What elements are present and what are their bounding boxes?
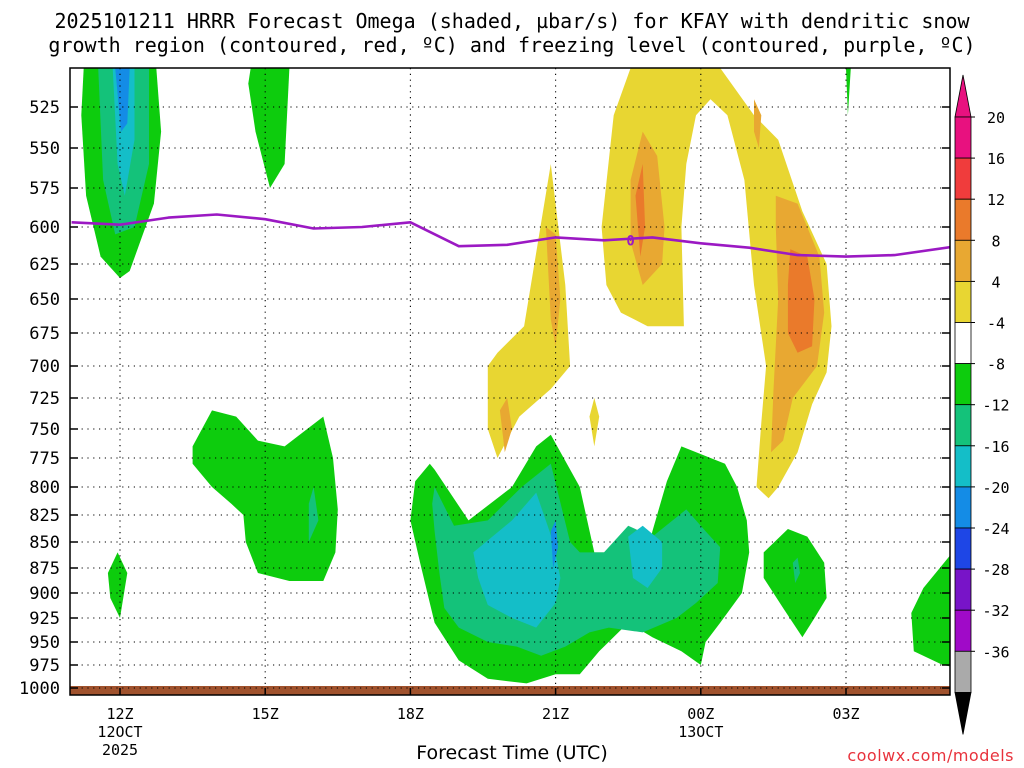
x-tick-sublabel: 2025 (102, 741, 138, 759)
colorbar-bin (954, 363, 972, 406)
colorbar-bin (954, 445, 972, 488)
colorbar-bin-top (954, 74, 972, 118)
colorbar-bin-bottom (954, 692, 972, 735)
colorbar-label: 12 (987, 191, 1005, 209)
region-rise-21z-spot (589, 398, 600, 447)
y-tick-label: 850 (29, 533, 60, 553)
colorbar-bin (954, 486, 972, 529)
colorbar-bin (954, 404, 972, 447)
region-rise-22z-orange (635, 164, 646, 257)
region-sink-15z-mid (192, 410, 338, 581)
y-tick-label: 775 (29, 449, 60, 469)
y-tick-label: 800 (29, 478, 60, 498)
region-sink-nw-blue (115, 68, 130, 132)
chart-title-line-2: growth region (contoured, red, ºC) and f… (48, 33, 976, 57)
y-tick-label: 750 (29, 420, 60, 440)
colorbar-label: -4 (987, 315, 1005, 333)
x-tick-label: 18Z (397, 705, 424, 723)
credit-link[interactable]: coolwx.com/models (847, 746, 1014, 765)
colorbar-label: 4 (991, 273, 1000, 291)
colorbar-bin (954, 116, 972, 159)
y-tick-label: 550 (29, 139, 60, 159)
x-tick-sublabel: 12OCT (97, 723, 142, 741)
region-rise-00z-top-gold (754, 99, 762, 148)
region-rise-18z-gold (499, 398, 512, 453)
colorbar-label: -12 (982, 397, 1009, 415)
y-tick-label: 875 (29, 559, 60, 579)
y-axis: 525 550 575 600 625 650 675 700 725 750 775 800 825 8… (19, 98, 950, 699)
freezing-level-label: 0 (626, 233, 634, 249)
colorbar-bin (954, 239, 972, 282)
x-tick-label: 21Z (542, 705, 569, 723)
colorbar-label: -8 (987, 356, 1005, 374)
y-tick-label: 900 (29, 584, 60, 604)
x-axis-label: Forecast Time (UTC) (416, 742, 608, 764)
colorbar-label: -16 (982, 438, 1009, 456)
x-tick-sublabel: 13OCT (678, 723, 723, 741)
region-rise-01z-orange (787, 249, 815, 353)
region-sink-20z-blue (550, 520, 558, 568)
x-tick-label: 15Z (252, 705, 279, 723)
colorbar-bin (954, 609, 972, 652)
freezing-level-contour: 0 (71, 213, 950, 258)
y-tick-label: 575 (29, 179, 60, 199)
colorbar-bin (954, 198, 972, 241)
grid-lines (70, 68, 950, 695)
colorbar-bin (954, 280, 972, 323)
region-sink-02z-teal (792, 557, 800, 583)
y-tick-label: 700 (29, 357, 60, 377)
colorbar-label: -32 (982, 602, 1009, 620)
y-tick-label: 925 (29, 609, 60, 629)
colorbar-label: 8 (991, 232, 1000, 250)
colorbar-label: -28 (982, 561, 1009, 579)
freezing-level-line (71, 213, 950, 258)
region-rise-22z-gold (630, 131, 665, 285)
region-sink-12z-low (107, 552, 128, 618)
x-tick-label: 03Z (832, 705, 859, 723)
y-tick-label: 650 (29, 290, 60, 310)
chart-title-line-1: 2025101211 HRRR Forecast Omega (shaded, … (54, 9, 970, 33)
x-tick-label: 00Z (687, 705, 714, 723)
y-tick-label: 825 (29, 506, 60, 526)
region-sink-23z-cyan (628, 525, 663, 588)
omega-shaded-regions (81, 68, 950, 684)
region-rise-19z-gold (545, 227, 561, 347)
plot-frame (69, 67, 951, 696)
region-sink-15z-green (248, 68, 290, 188)
colorbar-bin (954, 157, 972, 200)
colorbar-bin (954, 650, 972, 693)
y-tick-label: 525 (29, 98, 60, 118)
ground-surface (70, 686, 950, 695)
x-tick-label: 12Z (106, 705, 133, 723)
region-sink-02z-green (763, 529, 827, 638)
y-tick-label: 950 (29, 633, 60, 653)
y-tick-label: 600 (29, 218, 60, 238)
colorbar-label: 20 (987, 109, 1005, 127)
region-sink-20z-top (846, 68, 851, 116)
y-tick-label: 675 (29, 324, 60, 344)
y-tick-label: 725 (29, 389, 60, 409)
colorbar-label: -36 (982, 643, 1009, 661)
region-sink-se-green (911, 555, 950, 667)
region-sink-20z-cyan (473, 492, 561, 628)
y-tick-label: 1000 (19, 679, 60, 699)
colorbar-label: 16 (987, 150, 1005, 168)
colorbar-label: -24 (982, 520, 1009, 538)
y-tick-label: 625 (29, 255, 60, 275)
colorbar: 20 16 12 8 4 -4 -8 -12 -16 -20 -24 -28 -32 -36 (954, 74, 1010, 735)
colorbar-label: -20 (982, 479, 1009, 497)
colorbar-bin (954, 568, 972, 611)
colorbar-bin (954, 527, 972, 570)
y-tick-label: 975 (29, 656, 60, 676)
colorbar-bin (954, 322, 972, 364)
